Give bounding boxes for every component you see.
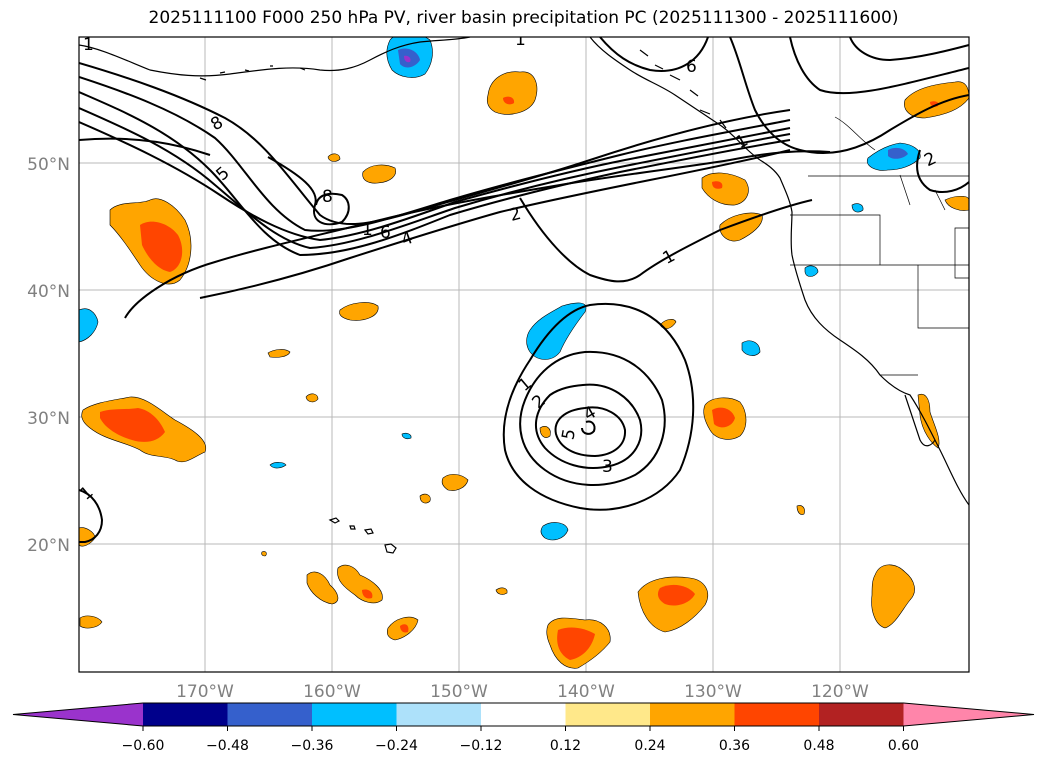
svg-text:1: 1	[83, 35, 94, 55]
colorbar-tick-label: −0.60	[122, 738, 165, 754]
colorbar-segment	[734, 703, 820, 726]
lon-label: 150°W	[430, 682, 488, 702]
lon-labels: 170°W 160°W 150°W 140°W 130°W 120°W	[176, 682, 869, 702]
colorbar: −0.60 −0.48 −0.36 −0.24 −0.12 0.12 0.24 0.36 0.4…	[12, 702, 1035, 754]
colorbar-segment	[396, 703, 482, 726]
colorbar-segment	[819, 703, 904, 726]
lon-label: 170°W	[176, 682, 234, 702]
svg-text:2: 2	[508, 204, 524, 226]
colorbar-tick-label: −0.48	[206, 738, 249, 754]
colorbar-segment	[565, 703, 651, 726]
map-title: 2025111100 F000 250 hPa PV, river basin …	[148, 8, 899, 28]
svg-text:3: 3	[602, 457, 613, 477]
lon-label: 160°W	[303, 682, 361, 702]
colorbar-segment	[312, 703, 397, 726]
map-area	[79, 37, 969, 672]
colorbar-segment	[227, 703, 313, 726]
map-frame	[78, 36, 970, 673]
coastlines	[79, 37, 969, 554]
svg-text:1: 1	[515, 30, 526, 50]
colorbar-tick-label: −0.12	[460, 738, 503, 754]
borders	[790, 116, 969, 376]
pv-contours	[79, 37, 969, 543]
lat-label: 50°N	[27, 155, 70, 175]
lon-label: 140°W	[557, 682, 615, 702]
colorbar-tick-label: 0.24	[634, 738, 665, 754]
svg-text:1: 1	[362, 220, 373, 240]
colorbar-tick-label: 0.48	[803, 738, 834, 754]
colorbar-segment	[143, 703, 228, 726]
colorbar-segment	[481, 703, 566, 726]
lon-label: 120°W	[811, 682, 869, 702]
lon-label: 130°W	[684, 682, 742, 702]
lat-labels: 50°N 40°N 30°N 20°N	[27, 155, 70, 556]
colorbar-tick-label: 0.12	[550, 738, 581, 754]
gridlines	[79, 37, 969, 672]
svg-text:5: 5	[558, 427, 580, 441]
colorbar-extend-high	[903, 703, 1034, 726]
svg-text:6: 6	[380, 223, 391, 243]
lat-label: 20°N	[27, 536, 70, 556]
svg-text:6: 6	[686, 57, 697, 77]
colorbar-tick-label: 0.36	[719, 738, 750, 754]
colorbar-extend-low	[13, 703, 143, 726]
lat-label: 30°N	[27, 409, 70, 429]
colorbar-segment	[650, 703, 735, 726]
colorbar-tick-label: −0.24	[375, 738, 418, 754]
svg-text:8: 8	[322, 187, 333, 207]
precipitation-fills	[79, 37, 969, 669]
colorbar-tick-label: −0.36	[291, 738, 334, 754]
lat-label: 40°N	[27, 282, 70, 302]
colorbar-tick-label: 0.60	[888, 738, 919, 754]
